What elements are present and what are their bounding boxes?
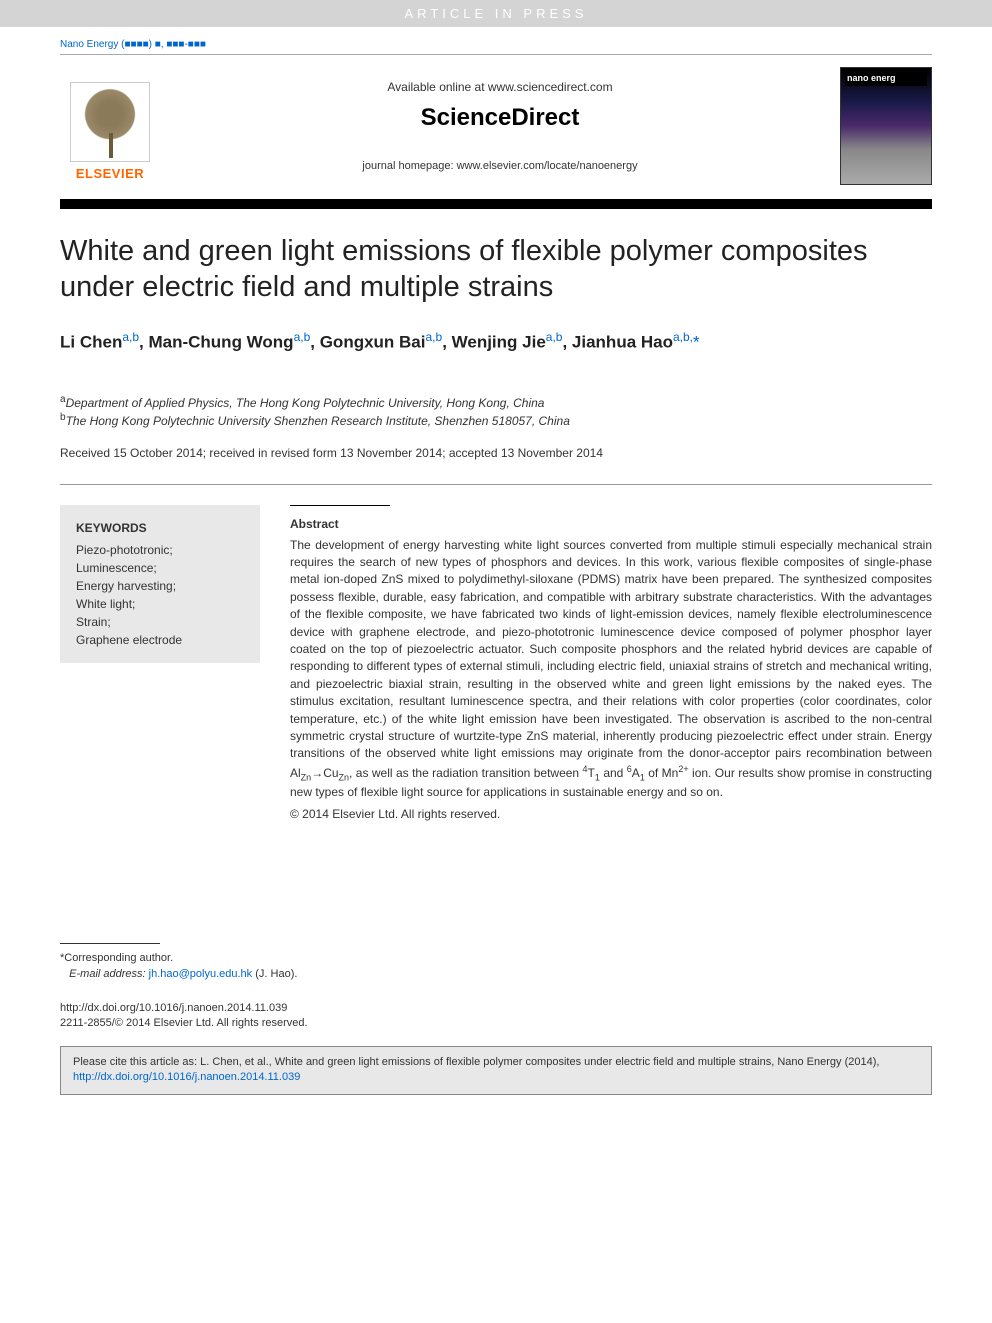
corresp-label: *Corresponding author. <box>60 950 932 967</box>
sciencedirect-brand: ScienceDirect <box>160 104 840 132</box>
doi-link[interactable]: http://dx.doi.org/10.1016/j.nanoen.2014.… <box>60 1001 932 1016</box>
citation-box: Please cite this article as: L. Chen, et… <box>60 1046 932 1095</box>
abstract-text: The development of energy harvesting whi… <box>290 537 932 802</box>
divider <box>60 484 932 485</box>
elsevier-text: ELSEVIER <box>76 166 144 181</box>
cite-doi-link[interactable]: http://dx.doi.org/10.1016/j.nanoen.2014.… <box>73 1071 300 1083</box>
keywords-heading: KEYWORDS <box>76 519 244 537</box>
affiliation-a: aDepartment of Applied Physics, The Hong… <box>60 393 932 412</box>
keyword-item: Energy harvesting; <box>76 577 244 595</box>
footnote-rule <box>60 943 160 944</box>
cover-title: nano energ <box>847 73 896 83</box>
affiliations: aDepartment of Applied Physics, The Hong… <box>60 393 932 431</box>
keyword-item: Strain; <box>76 613 244 631</box>
footer-section: *Corresponding author. E-mail address: j… <box>0 943 992 1032</box>
issn-copyright: 2211-2855/© 2014 Elsevier Ltd. All right… <box>60 1016 932 1031</box>
authors-list: Li Chena,b, Man-Chung Wonga,b, Gongxun B… <box>60 328 932 355</box>
journal-placeholder: (■■■■) ■, ■■■-■■■ <box>121 39 206 50</box>
journal-cover-thumbnail: nano energ <box>840 67 932 185</box>
journal-reference: Nano Energy (■■■■) ■, ■■■-■■■ <box>0 27 992 54</box>
journal-homepage: journal homepage: www.elsevier.com/locat… <box>160 160 840 172</box>
doi-block: http://dx.doi.org/10.1016/j.nanoen.2014.… <box>60 1001 932 1032</box>
email-line: E-mail address: jh.hao@polyu.edu.hk (J. … <box>60 966 932 983</box>
keywords-list: Piezo-phototronic;Luminescence;Energy ha… <box>76 541 244 649</box>
keyword-item: White light; <box>76 595 244 613</box>
article-content: White and green light emissions of flexi… <box>0 209 992 823</box>
abstract-heading: Abstract <box>290 516 932 533</box>
corresponding-author: *Corresponding author. E-mail address: j… <box>60 950 932 983</box>
keywords-abstract-row: KEYWORDS Piezo-phototronic;Luminescence;… <box>60 505 932 823</box>
affiliation-b: bThe Hong Kong Polytechnic University Sh… <box>60 411 932 430</box>
abstract-column: Abstract The development of energy harve… <box>290 505 932 823</box>
publisher-header: ELSEVIER Available online at www.science… <box>0 55 992 199</box>
keyword-item: Piezo-phototronic; <box>76 541 244 559</box>
elsevier-logo: ELSEVIER <box>60 71 160 181</box>
email-link[interactable]: jh.hao@polyu.edu.hk <box>149 968 253 980</box>
available-online: Available online at www.sciencedirect.co… <box>160 80 840 94</box>
cite-text: Please cite this article as: L. Chen, et… <box>73 1056 879 1068</box>
copyright-line: © 2014 Elsevier Ltd. All rights reserved… <box>290 806 932 823</box>
journal-name: Nano Energy <box>60 39 118 50</box>
keyword-item: Luminescence; <box>76 559 244 577</box>
header-center: Available online at www.sciencedirect.co… <box>160 80 840 172</box>
article-in-press-banner: ARTICLE IN PRESS <box>0 0 992 27</box>
article-title: White and green light emissions of flexi… <box>60 233 932 306</box>
keyword-item: Graphene electrode <box>76 631 244 649</box>
article-dates: Received 15 October 2014; received in re… <box>60 446 932 460</box>
keywords-box: KEYWORDS Piezo-phototronic;Luminescence;… <box>60 505 260 663</box>
elsevier-tree-icon <box>70 82 150 162</box>
thick-divider <box>60 199 932 209</box>
